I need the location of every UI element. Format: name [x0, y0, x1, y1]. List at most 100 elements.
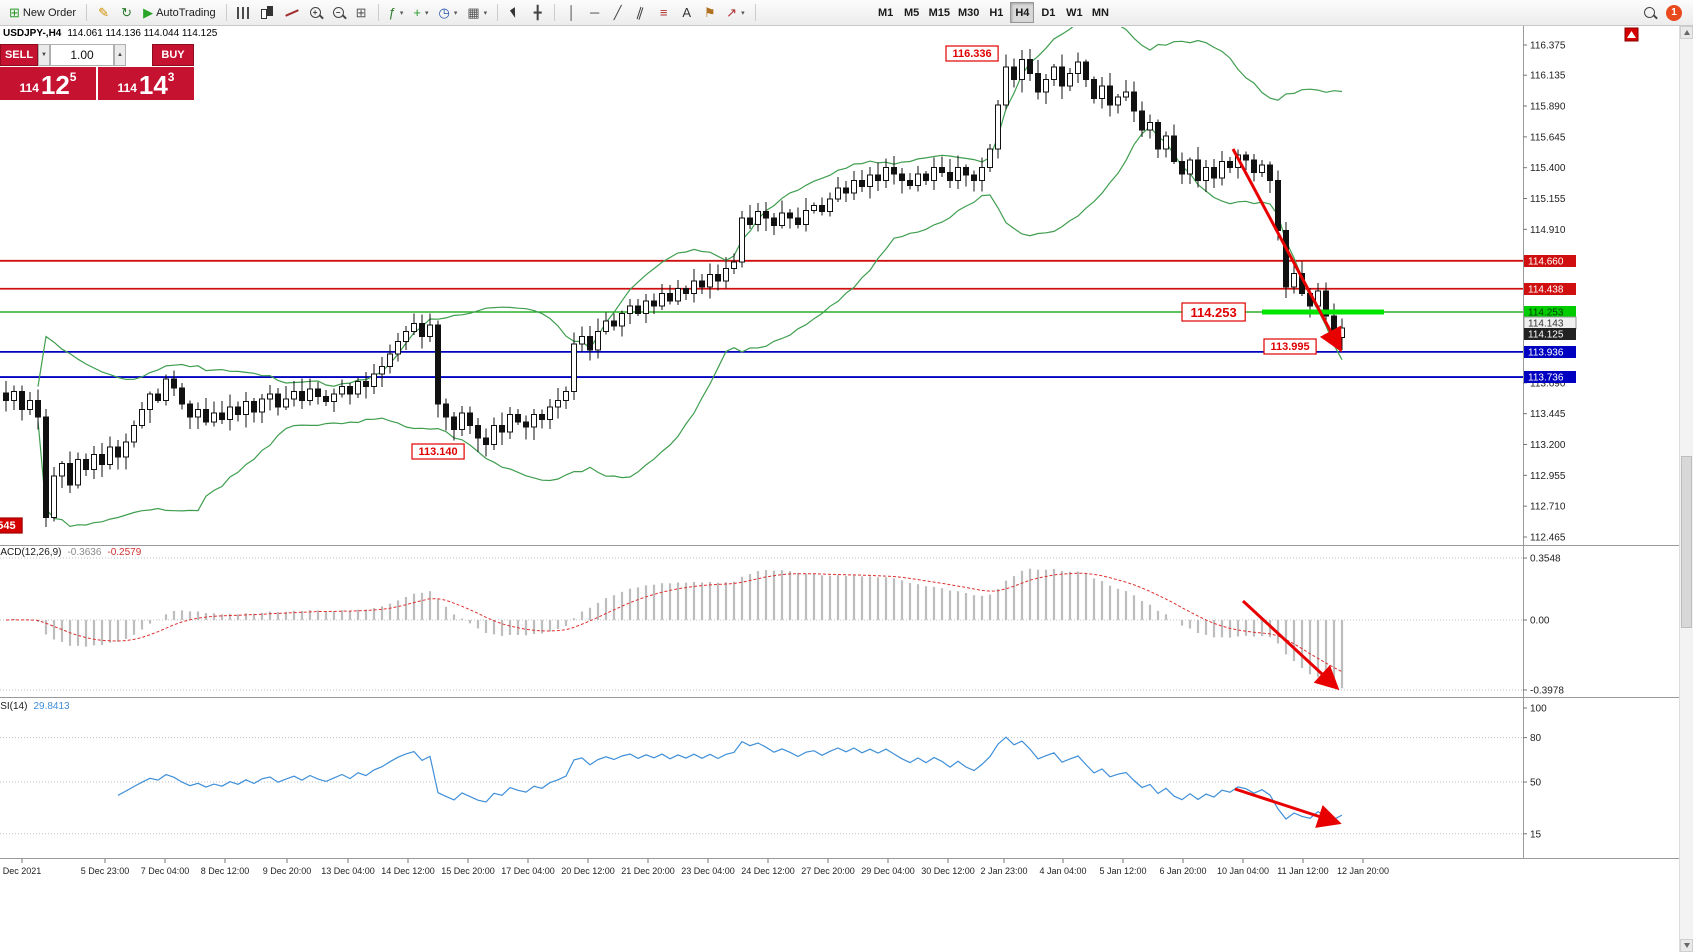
candle-chart-icon[interactable]	[256, 2, 279, 23]
add-indicator-icon[interactable]: + ▾	[409, 2, 432, 23]
trade-panel-prices: 114 12 5 114 14 3	[0, 67, 194, 100]
search-icon[interactable]	[1639, 2, 1660, 23]
sell-price-sup: 5	[69, 70, 77, 84]
svg-text:80: 80	[1530, 733, 1542, 744]
timeframe-m5[interactable]: M5	[900, 2, 924, 23]
price-annotation-text: 113.995	[1270, 341, 1309, 353]
refresh-icon[interactable]: ↻	[116, 2, 137, 23]
volume-input[interactable]: 1.00	[50, 44, 114, 66]
timeframe-h1[interactable]: H1	[984, 2, 1008, 23]
trend-arrow[interactable]	[1241, 599, 1340, 691]
price-annotation-box[interactable]	[1263, 338, 1317, 355]
sell-price-prefix: 114	[19, 81, 39, 95]
svg-text:114.910: 114.910	[1530, 225, 1566, 236]
svg-text:114.125: 114.125	[1528, 330, 1564, 341]
autotrading-button[interactable]: ▶ AutoTrading	[139, 2, 220, 23]
price-annotation-box[interactable]	[411, 443, 465, 460]
buy-price-display[interactable]: 114 14 3	[98, 67, 194, 100]
svg-text:12 Jan 20:00: 12 Jan 20:00	[1337, 866, 1389, 876]
price-annotation-text: 114.253	[1190, 305, 1236, 320]
rsi-name: RSI(14)	[0, 701, 28, 712]
price-annotation-box[interactable]	[945, 45, 999, 62]
svg-text:113.690: 113.690	[1530, 378, 1566, 389]
period-icon[interactable]: ◷ ▾	[434, 2, 461, 23]
bar-chart-icon[interactable]	[233, 2, 254, 23]
buy-button[interactable]: BUY	[152, 44, 194, 66]
zoom-in-icon[interactable]: +	[305, 2, 326, 23]
zoom-out-icon[interactable]: −	[328, 2, 349, 23]
label-icon[interactable]: ⚑	[699, 2, 720, 23]
timeframe-m1[interactable]: M1	[874, 2, 898, 23]
tile-windows-icon[interactable]: ⊞	[351, 2, 372, 23]
price-annotation-box[interactable]	[0, 517, 23, 534]
metaeditor-icon[interactable]: ✎	[93, 2, 114, 23]
down-arrow-icon	[1683, 943, 1690, 948]
svg-text:15 Dec 20:00: 15 Dec 20:00	[441, 866, 495, 876]
line-chart-icon[interactable]	[281, 2, 303, 23]
timeframe-w1[interactable]: W1	[1062, 2, 1086, 23]
scrollbar-thumb[interactable]	[1681, 456, 1692, 628]
price-annotation-box[interactable]	[1181, 302, 1246, 322]
rsi-pane[interactable]	[0, 698, 1523, 858]
horizontal-line-icon[interactable]: ─	[584, 2, 605, 23]
svg-text:115.155: 115.155	[1530, 194, 1566, 205]
chart-up-marker[interactable]	[1624, 27, 1639, 42]
price-axis[interactable]: 116.375 116.135 115.890 115.645 115.400 115.1…	[1523, 41, 1577, 841]
pane-separators	[0, 26, 1680, 859]
svg-text:11 Jan 12:00: 11 Jan 12:00	[1277, 866, 1328, 876]
svg-text:116.135: 116.135	[1530, 71, 1566, 82]
volume-decrease-button[interactable]: ▼	[38, 44, 50, 66]
timeframe-m15[interactable]: M15	[926, 2, 953, 23]
price-annotation-text: 112.545	[0, 520, 16, 532]
cursor-icon[interactable]	[504, 2, 525, 23]
svg-text:7 Dec 04:00: 7 Dec 04:00	[141, 866, 190, 876]
svg-text:5 Jan 12:00: 5 Jan 12:00	[1099, 866, 1146, 876]
main-chart-pane[interactable]	[0, 26, 1523, 545]
toolbar-separator	[377, 4, 379, 21]
timeframe-d1[interactable]: D1	[1036, 2, 1060, 23]
annotation-labels[interactable]: 116.336 114.253 113.995 113.140 112.545	[0, 45, 1342, 828]
channel-icon[interactable]: ∥	[630, 2, 651, 23]
fibonacci-icon[interactable]: ≡	[653, 2, 674, 23]
svg-text:23 Dec 04:00: 23 Dec 04:00	[681, 866, 735, 876]
notification-badge: 1	[1666, 4, 1682, 21]
arrows-tool-icon[interactable]: ↗ ▾	[722, 2, 748, 23]
svg-text:5 Dec 23:00: 5 Dec 23:00	[81, 866, 130, 876]
indicators-icon[interactable]: ƒ ▾	[385, 2, 408, 23]
toolbar-separator	[225, 4, 227, 21]
svg-text:113.936: 113.936	[1528, 348, 1564, 359]
svg-text:100: 100	[1530, 704, 1547, 715]
svg-text:112.710: 112.710	[1530, 502, 1566, 513]
timeframe-mn[interactable]: MN	[1088, 2, 1112, 23]
crosshair-icon[interactable]: ╋	[527, 2, 548, 23]
time-axis[interactable]: Dec 2021 5 Dec 23:00 7 Dec 04:00 8 Dec 12:0…	[3, 859, 1389, 876]
timeframe-m30[interactable]: M30	[955, 2, 982, 23]
price-annotation-text: 116.336	[952, 48, 991, 60]
svg-text:113.200: 113.200	[1530, 440, 1566, 451]
new-order-button[interactable]: ⊞ New Order	[5, 2, 80, 23]
trend-arrow[interactable]	[1234, 787, 1342, 828]
text-icon[interactable]: A	[676, 2, 697, 23]
scrollbar-down-button[interactable]	[1680, 939, 1693, 952]
toolbar: ⊞ New Order ✎ ↻ ▶ AutoTrading + − ⊞ ƒ ▾ + ▾ ◷ ▾ ▦ ▾ ╋ │ ─ ╱ ∥…	[0, 0, 1693, 26]
svg-text:0.00: 0.00	[1530, 616, 1550, 627]
svg-text:0.3548: 0.3548	[1530, 554, 1561, 565]
timeframe-h4[interactable]: H4	[1010, 2, 1035, 23]
trendline-icon[interactable]: ╱	[607, 2, 628, 23]
pivot-highlight-segment[interactable]	[1262, 309, 1384, 315]
svg-text:115.890: 115.890	[1530, 102, 1566, 113]
sell-button[interactable]: SELL	[0, 44, 38, 66]
volume-increase-button[interactable]: ▲	[114, 44, 126, 66]
vertical-line-icon[interactable]: │	[561, 2, 582, 23]
vertical-scrollbar[interactable]	[1679, 26, 1693, 952]
svg-text:20 Dec 12:00: 20 Dec 12:00	[561, 866, 615, 876]
template-icon[interactable]: ▦ ▾	[463, 2, 491, 23]
svg-text:8 Dec 12:00: 8 Dec 12:00	[201, 866, 250, 876]
macd-signal-value: -0.2579	[107, 547, 142, 558]
sell-price-display[interactable]: 114 12 5	[0, 67, 96, 100]
svg-text:24 Dec 12:00: 24 Dec 12:00	[741, 866, 795, 876]
scrollbar-up-button[interactable]	[1680, 26, 1693, 39]
buy-price-main: 14	[138, 70, 168, 101]
trend-arrow[interactable]	[1231, 148, 1342, 353]
